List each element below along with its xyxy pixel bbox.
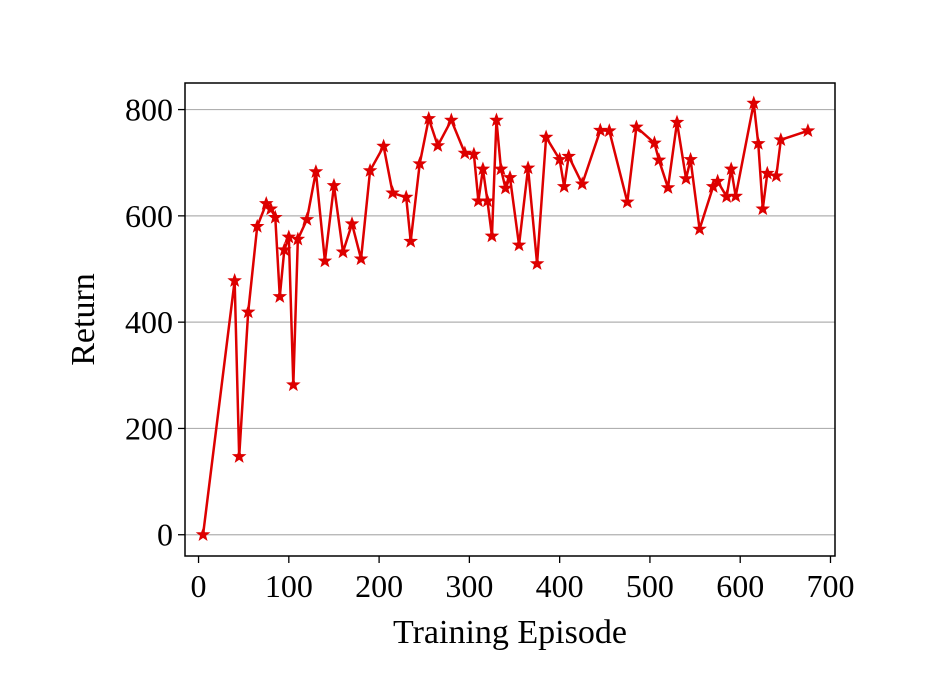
data-point-marker [746,95,762,110]
data-point-marker [299,211,315,226]
data-point-marker [385,185,400,200]
data-point-marker [769,168,784,183]
data-point-marker [561,148,576,163]
data-point-marker [335,244,351,259]
data-point-marker [629,119,644,134]
data-point-marker [800,123,816,138]
data-point-marker [484,228,500,243]
x-tick-label: 500 [626,568,674,604]
data-point-marker [272,288,288,303]
data-point-marker [457,145,473,160]
data-point-marker [317,253,333,268]
data-point-marker [750,135,766,150]
data-point-marker [344,216,360,231]
data-point-marker [592,122,608,137]
data-point-marker [403,233,418,248]
data-point-marker [660,180,676,194]
data-point-marker [326,177,342,192]
x-axis-title: Training Episode [393,614,627,651]
plot-frame [184,82,836,557]
data-point-marker [480,193,495,208]
data-point-marker [281,229,297,244]
data-point-marker [647,135,662,150]
data-point-marker [511,237,527,252]
data-point-marker [529,256,545,270]
data-point-marker [258,195,274,210]
data-point-marker [498,180,513,195]
data-point-marker [412,156,428,170]
data-point-marker [430,138,446,152]
data-point-marker [249,218,265,233]
series-line [201,101,809,535]
data-point-marker [398,189,414,204]
data-point-marker [669,114,685,129]
y-axis-title: Return [65,273,102,366]
x-tick-label: 100 [265,568,313,604]
data-point-marker [267,209,283,224]
y-tick-label: 200 [125,410,173,446]
y-tick-label: 800 [125,92,173,128]
data-point-marker [760,165,775,180]
data-point-marker [277,242,292,257]
data-point-marker [773,132,789,147]
x-tick-label: 0 [191,568,207,604]
data-point-marker [290,231,306,246]
data-point-marker [263,201,279,216]
data-point-marker [683,151,698,166]
data-point-marker [502,169,518,184]
data-point-marker [678,171,694,185]
data-point-marker [620,194,635,209]
x-tick-label: 400 [536,568,584,604]
x-axis-ticks: 0 100 200 300 400 500 600 700 [191,556,854,604]
data-point-marker [466,146,482,161]
data-point-marker [353,251,369,266]
data-point-marker [719,189,734,203]
data-point-marker [489,112,504,127]
data-point-marker [723,161,739,176]
data-point-marker [308,164,324,178]
data-point-marker [556,178,572,193]
data-point-marker [362,163,378,177]
x-tick-label: 300 [445,568,493,604]
data-point-marker [552,151,567,166]
series-layer [195,95,816,541]
grid-lines [185,108,835,536]
data-point-marker [574,176,590,191]
data-point-marker [376,138,391,153]
y-tick-label: 600 [125,198,173,234]
data-point-marker [286,377,301,392]
data-point-marker [195,527,211,541]
data-point-marker [602,123,617,138]
data-point-marker [231,448,247,463]
data-point-marker [651,152,667,167]
data-point-marker [493,161,509,176]
data-point-marker [538,129,554,144]
data-point-marker [444,112,459,127]
x-tick-label: 600 [716,568,764,604]
data-point-marker [520,160,536,175]
y-tick-label: 0 [157,517,173,553]
data-point-marker [692,221,707,236]
y-axis-ticks: 0 200 400 600 800 [125,92,185,553]
data-point-marker [755,201,771,216]
data-point-marker [475,161,491,176]
x-tick-label: 700 [806,568,854,604]
data-point-marker [227,273,242,287]
y-tick-label: 400 [125,304,173,340]
data-point-marker [421,110,437,125]
data-point-marker [728,188,743,203]
data-point-marker [240,304,256,319]
x-tick-label: 200 [355,568,403,604]
data-point-marker [710,173,725,188]
